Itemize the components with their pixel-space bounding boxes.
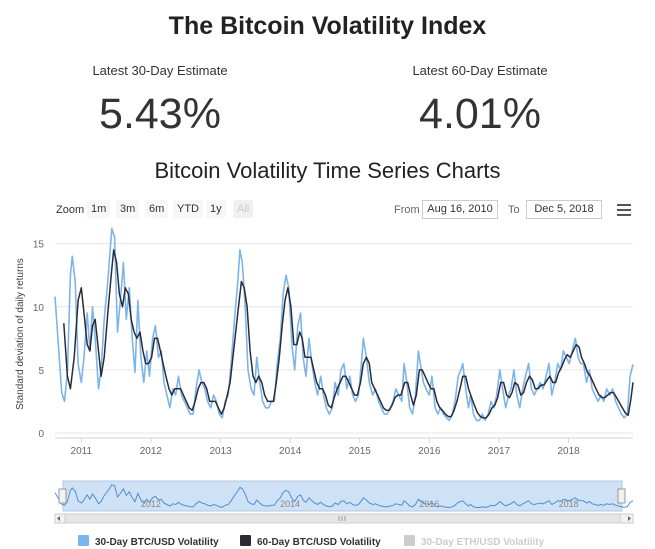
navigator-tick-label: 2014 — [280, 499, 300, 509]
range-from-input[interactable]: Aug 16, 2010 — [422, 200, 498, 219]
legend-label-60-day-btc: 60-Day BTC/USD Volatility — [257, 537, 381, 548]
legend-label-30-day-btc: 30-Day BTC/USD Volatility — [95, 537, 219, 548]
x-tick-label: 2012 — [140, 446, 163, 457]
stat-60-day-label: Latest 60-Day Estimate — [412, 63, 548, 78]
zoom-button-1y[interactable]: 1y — [206, 200, 226, 218]
y-tick-label: 0 — [38, 429, 44, 440]
range-from-label: From — [394, 204, 420, 216]
legend-label-30-day-eth: 30-Day ETH/USD Volatility — [421, 537, 545, 548]
legend-item-30-day-btc[interactable]: 30-Day BTC/USD Volatility — [78, 535, 219, 549]
hamburger-menu-icon[interactable] — [617, 204, 631, 216]
y-axis-ticks: 0 5 10 15 — [33, 240, 45, 440]
x-tick-label: 2014 — [279, 446, 302, 457]
x-tick-label: 2018 — [557, 446, 580, 457]
grid-lines — [55, 243, 633, 434]
x-tick-label: 2017 — [488, 446, 511, 457]
zoom-label: Zoom — [56, 204, 85, 216]
x-axis-ticks: 2011 2012 2013 2014 2015 2016 2017 2018 — [55, 437, 633, 457]
navigator-series-line — [54, 484, 634, 509]
y-axis-label: Standard deviation of daily returns — [15, 258, 26, 410]
navigator-right-handle[interactable] — [617, 488, 626, 504]
legend-item-30-day-eth[interactable]: 30-Day ETH/USD Volatility — [404, 535, 544, 549]
navigator-tick-label: 2012 — [141, 499, 161, 509]
x-tick-label: 2016 — [418, 446, 441, 457]
scrollbar-right-arrow-icon[interactable] — [628, 516, 631, 521]
series-lines — [54, 227, 634, 422]
series-30-day-btc-line — [54, 227, 634, 422]
zoom-button-1m[interactable]: 1m — [87, 200, 111, 218]
zoom-button-all[interactable]: All — [233, 200, 254, 218]
y-tick-label: 15 — [33, 240, 45, 251]
zoom-button-6m[interactable]: 6m — [145, 200, 169, 218]
scrollbar-left-arrow-icon[interactable] — [57, 516, 60, 521]
navigator-selection[interactable] — [62, 480, 623, 512]
legend-swatch-30-day-eth — [404, 535, 415, 546]
legend-swatch-60-day-btc — [240, 535, 251, 546]
navigator-tick-label: 2016 — [419, 499, 439, 509]
navigator[interactable]: 2012 2014 2016 2018 — [54, 480, 634, 524]
series-60-day-btc-line — [63, 249, 634, 419]
chart-section-title: Bitcoin Volatility Time Series Charts — [154, 158, 501, 183]
range-to-label: To — [508, 204, 520, 216]
x-tick-label: 2011 — [71, 446, 93, 457]
x-tick-label: 2013 — [209, 446, 232, 457]
stat-30-day-value: 5.43% — [99, 90, 221, 138]
x-tick-label: 2015 — [349, 446, 372, 457]
navigator-tick-label: 2018 — [559, 499, 579, 509]
zoom-button-3m[interactable]: 3m — [116, 200, 140, 218]
stat-30-day-label: Latest 30-Day Estimate — [92, 63, 228, 78]
main-title: The Bitcoin Volatility Index — [168, 12, 487, 40]
stat-60-day-value: 4.01% — [419, 90, 541, 138]
legend-item-60-day-btc[interactable]: 60-Day BTC/USD Volatility — [240, 535, 381, 549]
legend-swatch-30-day-btc — [78, 535, 89, 546]
zoom-button-ytd[interactable]: YTD — [173, 200, 203, 218]
range-to-input[interactable]: Dec 5, 2018 — [526, 200, 602, 219]
y-tick-label: 10 — [33, 303, 45, 314]
y-tick-label: 5 — [38, 366, 44, 377]
navigator-left-handle[interactable] — [58, 488, 67, 504]
